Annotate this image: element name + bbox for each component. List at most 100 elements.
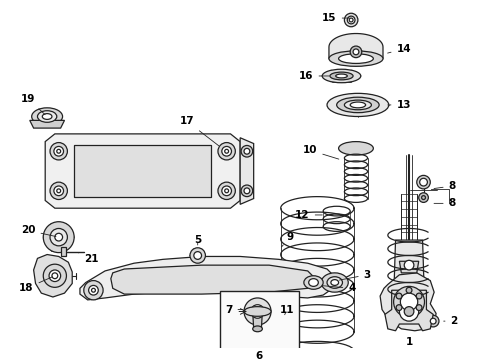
Circle shape <box>406 287 411 293</box>
Ellipse shape <box>338 54 372 63</box>
Text: 13: 13 <box>387 100 410 110</box>
Circle shape <box>54 186 63 195</box>
Polygon shape <box>399 261 418 273</box>
Circle shape <box>218 143 235 160</box>
Circle shape <box>404 260 413 270</box>
Circle shape <box>43 222 74 253</box>
Circle shape <box>49 270 61 282</box>
Circle shape <box>241 145 252 157</box>
Polygon shape <box>45 134 240 208</box>
Ellipse shape <box>322 69 360 83</box>
Circle shape <box>406 311 411 316</box>
Text: 21: 21 <box>79 253 98 264</box>
Text: 5: 5 <box>194 235 201 245</box>
Circle shape <box>395 293 401 299</box>
Circle shape <box>244 188 249 194</box>
Text: 8: 8 <box>433 198 455 208</box>
Polygon shape <box>34 255 72 297</box>
Text: 3: 3 <box>339 270 370 280</box>
Text: 16: 16 <box>298 71 328 81</box>
Circle shape <box>222 147 231 156</box>
Circle shape <box>393 286 424 317</box>
Circle shape <box>349 46 361 58</box>
Ellipse shape <box>336 97 378 113</box>
Text: 11: 11 <box>279 305 294 315</box>
Polygon shape <box>393 240 424 300</box>
Polygon shape <box>328 33 382 59</box>
Polygon shape <box>80 256 334 300</box>
Circle shape <box>43 264 66 287</box>
Circle shape <box>50 182 67 199</box>
Circle shape <box>250 305 264 318</box>
Circle shape <box>415 293 421 299</box>
Circle shape <box>50 229 67 246</box>
Circle shape <box>241 185 252 197</box>
Ellipse shape <box>252 326 262 332</box>
Text: 14: 14 <box>387 44 410 54</box>
Ellipse shape <box>42 114 52 120</box>
Circle shape <box>352 49 358 55</box>
Polygon shape <box>252 311 262 329</box>
Text: 2: 2 <box>443 316 457 326</box>
Ellipse shape <box>329 72 352 80</box>
Text: 12: 12 <box>295 210 322 220</box>
Circle shape <box>50 143 67 160</box>
Circle shape <box>88 285 98 295</box>
Text: 18: 18 <box>19 277 52 293</box>
Text: 10: 10 <box>302 145 338 159</box>
Ellipse shape <box>335 74 346 78</box>
Circle shape <box>244 148 249 154</box>
Circle shape <box>346 16 354 24</box>
Ellipse shape <box>349 102 365 108</box>
Text: 17: 17 <box>180 116 218 146</box>
Circle shape <box>218 182 235 199</box>
FancyBboxPatch shape <box>220 291 299 351</box>
Ellipse shape <box>244 307 270 316</box>
Circle shape <box>244 298 270 325</box>
Text: 20: 20 <box>21 225 56 237</box>
Circle shape <box>429 318 435 324</box>
Circle shape <box>415 305 421 311</box>
Circle shape <box>419 178 427 186</box>
Ellipse shape <box>338 141 372 155</box>
Circle shape <box>400 293 417 311</box>
Ellipse shape <box>303 276 323 289</box>
Polygon shape <box>379 273 435 331</box>
Circle shape <box>83 280 103 300</box>
Circle shape <box>222 186 231 195</box>
Circle shape <box>54 147 63 156</box>
Ellipse shape <box>328 51 382 66</box>
Circle shape <box>55 233 62 241</box>
Circle shape <box>395 305 401 311</box>
Circle shape <box>189 248 205 263</box>
Text: 8: 8 <box>433 181 455 191</box>
Ellipse shape <box>330 280 338 285</box>
Circle shape <box>416 175 429 189</box>
Ellipse shape <box>344 100 371 110</box>
Ellipse shape <box>308 279 318 286</box>
Text: 9: 9 <box>281 232 293 247</box>
Text: 6: 6 <box>255 351 263 360</box>
Circle shape <box>399 302 418 321</box>
Polygon shape <box>61 247 66 256</box>
Circle shape <box>427 315 438 327</box>
Text: 19: 19 <box>21 94 45 114</box>
Text: 4: 4 <box>322 283 355 293</box>
Polygon shape <box>240 138 253 204</box>
Circle shape <box>344 13 357 27</box>
Text: 7: 7 <box>224 305 242 315</box>
Ellipse shape <box>32 108 62 125</box>
Ellipse shape <box>326 277 342 288</box>
Circle shape <box>404 307 413 316</box>
Text: 15: 15 <box>322 13 348 23</box>
Text: 1: 1 <box>405 337 412 347</box>
Ellipse shape <box>326 93 388 117</box>
Polygon shape <box>74 145 211 197</box>
Circle shape <box>193 252 201 259</box>
Polygon shape <box>384 290 432 331</box>
Circle shape <box>418 193 427 202</box>
Polygon shape <box>30 120 64 128</box>
Ellipse shape <box>321 273 347 292</box>
Polygon shape <box>111 265 317 294</box>
Ellipse shape <box>38 111 57 122</box>
